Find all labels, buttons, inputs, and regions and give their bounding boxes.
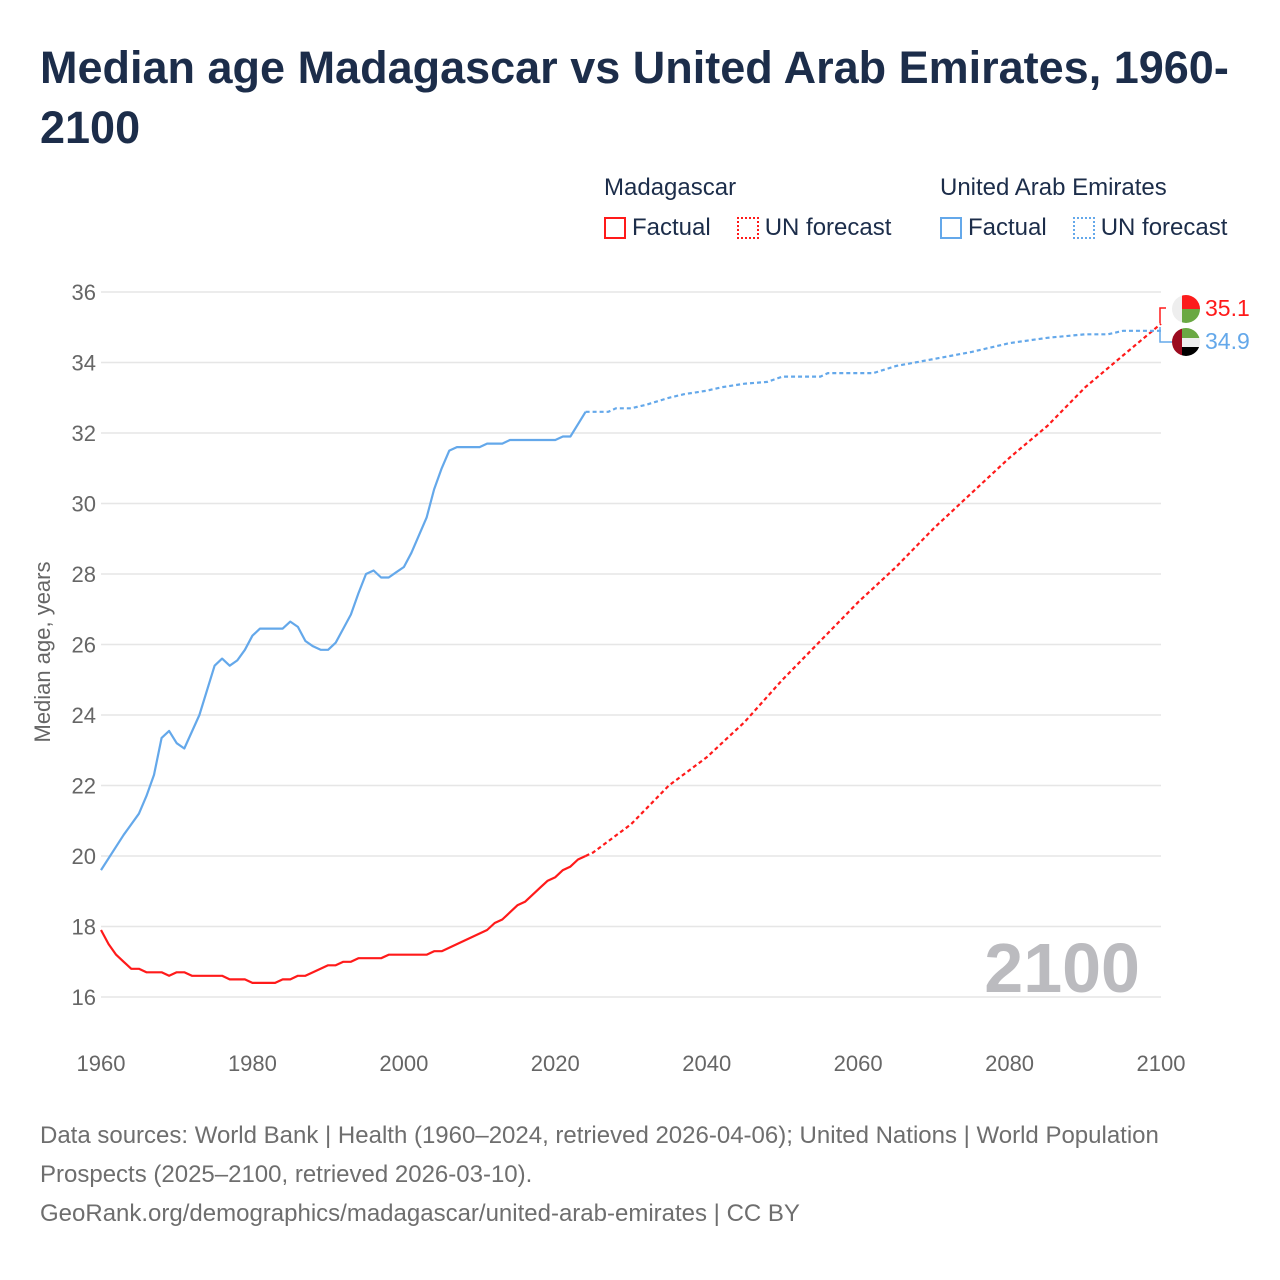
label-connector <box>1159 327 1172 343</box>
legend-item-forecast[interactable]: UN forecast <box>736 214 892 242</box>
united-arab-emirates-forecast-line <box>585 329 1161 413</box>
line-chart: 16 18 20 22 24 26 28 30 32 34 36 1960 1980 2000 2020 20… <box>30 280 1250 1076</box>
legend-label: Factual <box>968 214 1047 241</box>
data-sources: Data sources: World Bank | Health (1960–… <box>40 1122 1159 1188</box>
x-tick-label: 2100 <box>1137 1051 1186 1076</box>
solid-swatch-icon <box>940 217 962 239</box>
madagascar-forecast-line <box>585 322 1162 857</box>
united-arab-emirates-factual-line <box>100 411 587 871</box>
x-tick-label: 2020 <box>531 1051 580 1076</box>
legend-uae: United Arab Emirates Factual UN forecast <box>940 174 1245 242</box>
uae-flag-icon <box>1172 328 1200 356</box>
end-value-madagascar: 35.1 <box>1205 295 1250 321</box>
x-tick-label: 1980 <box>228 1051 277 1076</box>
footer: Data sources: World Bank | Health (1960–… <box>40 1116 1240 1233</box>
legend-country: Madagascar <box>604 174 737 201</box>
y-tick-label: 26 <box>72 633 96 658</box>
y-tick-label: 36 <box>72 280 96 305</box>
chart-title: Median age Madagascar vs United Arab Emi… <box>40 42 1229 153</box>
y-tick-label: 30 <box>72 492 96 517</box>
y-tick-label: 32 <box>72 421 96 446</box>
legend-madagascar: Madagascar Factual UN forecast <box>604 174 909 242</box>
madagascar-factual-line <box>100 855 587 985</box>
y-tick-label: 24 <box>72 703 96 728</box>
dotted-swatch-icon <box>736 217 759 239</box>
x-tick-label: 1960 <box>77 1051 126 1076</box>
y-tick-label: 22 <box>72 774 96 799</box>
y-tick-label: 18 <box>72 915 96 940</box>
y-tick-label: 34 <box>72 351 96 376</box>
y-tick-label: 20 <box>72 844 96 869</box>
solid-swatch-icon <box>604 217 626 239</box>
legend-item-factual[interactable]: Factual <box>604 214 711 242</box>
madagascar-flag-icon <box>1172 295 1200 323</box>
dotted-swatch-icon <box>1072 217 1095 239</box>
legend-item-factual[interactable]: Factual <box>940 214 1047 242</box>
x-tick-label: 2080 <box>985 1051 1034 1076</box>
x-tick-label: 2000 <box>379 1051 428 1076</box>
label-connector <box>1159 307 1166 323</box>
source-link[interactable]: GeoRank.org/demographics/madagascar/unit… <box>40 1200 800 1227</box>
legend-label: UN forecast <box>764 214 892 241</box>
y-tick-label: 28 <box>72 562 96 587</box>
legend-item-forecast[interactable]: UN forecast <box>1072 214 1228 242</box>
y-axis-label: Median age, years <box>30 562 55 743</box>
legend-label: UN forecast <box>1100 214 1228 241</box>
y-tick-label: 16 <box>72 985 96 1010</box>
x-tick-label: 2060 <box>834 1051 883 1076</box>
legend-country: United Arab Emirates <box>940 174 1167 201</box>
year-watermark: 2100 <box>984 929 1140 1007</box>
legend-label: Factual <box>632 214 711 241</box>
x-tick-label: 2040 <box>682 1051 731 1076</box>
end-value-uae: 34.9 <box>1205 328 1250 354</box>
